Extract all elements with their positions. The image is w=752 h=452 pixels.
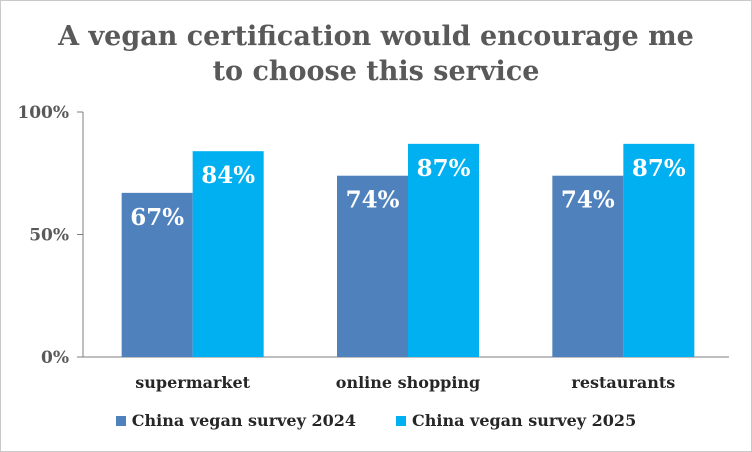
data-label: 74% [346,187,400,214]
y-tick-label: 0% [41,348,69,368]
bar [337,175,408,357]
data-label: 67% [130,204,184,231]
x-tick-label: restaurants [571,373,675,392]
bar [192,151,264,357]
x-tick-label: supermarket [135,373,250,392]
bar [552,175,624,357]
y-tick-label: 50% [29,226,69,246]
x-tick-label: online shopping [336,373,480,392]
legend-swatch-2025 [396,415,406,426]
bar [121,192,193,357]
data-label: 87% [417,155,471,182]
legend-label-2024: China vegan survey 2024 [131,411,356,430]
legend-label-2025: China vegan survey 2025 [412,411,637,430]
chart-title-line-2: to choose this service [212,56,540,87]
legend-item-2024: China vegan survey 2024 [115,411,356,430]
data-label: 84% [201,162,255,189]
bar [623,143,695,357]
data-label: 87% [632,155,686,182]
legend-swatch-2024 [115,415,126,426]
data-label: 74% [561,187,615,214]
chart-title: A vegan certification would encourage me… [1,19,751,89]
chart-title-line-1: A vegan certification would encourage me [58,21,694,52]
y-tick-label: 100% [17,103,69,123]
chart-legend: China vegan survey 2024 China vegan surv… [1,411,751,430]
bar [408,143,479,357]
legend-item-2025: China vegan survey 2025 [396,411,636,430]
